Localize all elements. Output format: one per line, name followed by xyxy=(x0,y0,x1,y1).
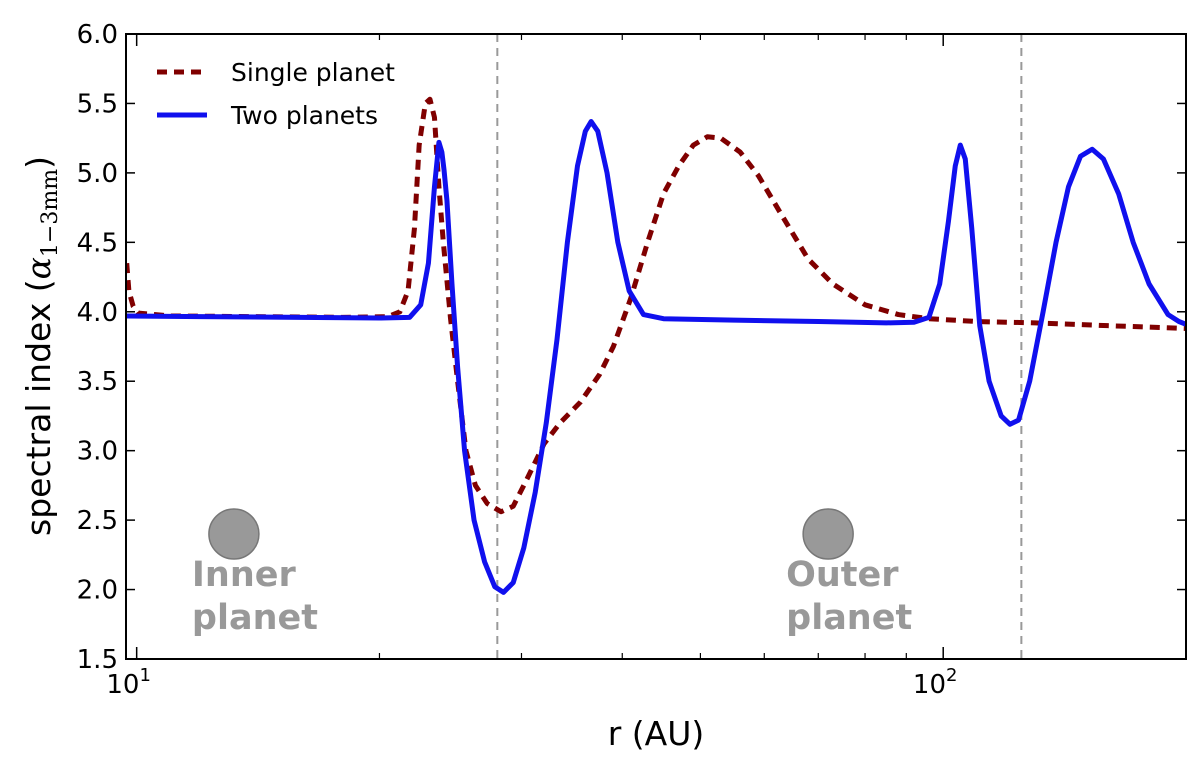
x-axis-label: r (AU) xyxy=(608,714,705,753)
legend-label-2: Two planets xyxy=(230,101,378,130)
planet-label-line2-1: planet xyxy=(192,598,318,638)
x-tick-label: 101 xyxy=(106,665,151,700)
planet-disc-1 xyxy=(208,508,260,560)
series-line-2 xyxy=(126,119,1186,595)
y-tick-label: 3.5 xyxy=(77,367,118,397)
y-axis-label: spectral index (α1−3mm) xyxy=(19,156,63,536)
y-tick-label: 3.0 xyxy=(77,437,118,467)
plot-frame xyxy=(125,33,1187,660)
axis-ticks: 1.5 2.0 2.5 3.0 3.5 4.0 4.5 5.0 5.5 6.0 101 102 xyxy=(77,20,1187,700)
planet-disc-2 xyxy=(802,508,854,560)
y-tick-label: 5.0 xyxy=(77,159,118,189)
y-tick-label: 4.0 xyxy=(77,298,118,328)
y-tick-label: 2.5 xyxy=(77,506,118,536)
series-line-1 xyxy=(126,96,1186,515)
planet-label-line2-2: planet xyxy=(786,598,912,638)
planet-position-lines xyxy=(496,34,1023,659)
y-tick-label: 4.5 xyxy=(77,228,118,258)
planet-label-line1-1: Inner xyxy=(192,555,297,595)
y-tick-label: 5.5 xyxy=(77,89,118,119)
legend-label-1: Single planet xyxy=(231,58,395,87)
y-tick-label: 1.5 xyxy=(77,645,118,675)
series-layer xyxy=(126,96,1186,595)
plot-area xyxy=(126,34,1186,659)
y-tick-label: 6.0 xyxy=(77,20,118,50)
legend: Single planet Two planets xyxy=(157,58,395,130)
planet-label-line1-2: Outer xyxy=(786,555,899,595)
x-tick-label: 102 xyxy=(913,665,958,700)
y-tick-label: 2.0 xyxy=(77,576,118,606)
